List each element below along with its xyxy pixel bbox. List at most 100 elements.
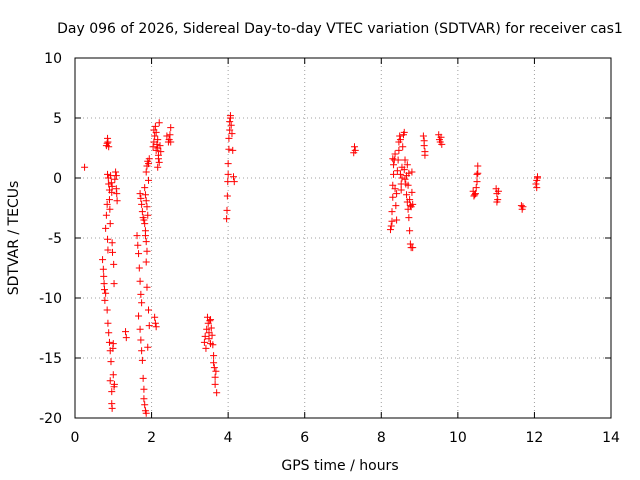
data-point [409, 244, 417, 252]
data-point [144, 343, 152, 351]
data-point [211, 373, 219, 381]
data-point [104, 138, 112, 146]
data-point [230, 173, 238, 181]
data-point [396, 170, 404, 178]
data-point [210, 359, 218, 367]
data-point [152, 323, 160, 331]
x-tick-label: 14 [602, 430, 620, 446]
data-point [400, 128, 408, 136]
data-point [99, 265, 107, 273]
data-point [139, 374, 147, 382]
data-point [105, 329, 113, 337]
data-point [103, 306, 111, 314]
data-point [399, 143, 407, 151]
data-point [142, 258, 150, 266]
data-point [145, 322, 153, 330]
data-point [405, 169, 413, 177]
data-point [389, 193, 397, 201]
data-point [208, 331, 216, 339]
data-point [386, 226, 394, 234]
data-point [471, 190, 479, 198]
data-point [393, 216, 401, 224]
data-point [135, 312, 143, 320]
data-point [145, 306, 153, 314]
x-tick-label: 6 [300, 430, 309, 446]
data-point [396, 132, 404, 140]
data-point [105, 338, 113, 346]
data-point [108, 188, 116, 196]
data-point [143, 283, 151, 291]
data-point [143, 247, 151, 255]
data-point [167, 138, 175, 146]
y-tick-label: 5 [53, 111, 62, 127]
data-point [104, 170, 112, 178]
data-point [229, 146, 237, 154]
data-point [138, 347, 146, 355]
data-point [141, 232, 149, 240]
data-point [200, 338, 208, 346]
data-point [202, 344, 210, 352]
data-point [142, 197, 150, 205]
data-point [205, 335, 213, 343]
data-point [211, 380, 219, 388]
data-point [108, 182, 116, 190]
data-point [473, 178, 481, 186]
data-point [396, 136, 404, 144]
data-point [389, 181, 397, 189]
data-point [108, 404, 116, 412]
data-point [392, 202, 400, 210]
data-point [419, 132, 427, 140]
data-point [136, 325, 144, 333]
data-point [388, 217, 396, 225]
data-point [212, 367, 220, 375]
data-point [107, 179, 115, 187]
data-point [404, 181, 412, 189]
data-point [474, 162, 482, 170]
data-point [226, 126, 234, 134]
data-point [472, 184, 480, 192]
data-point [102, 289, 110, 297]
data-point [138, 208, 146, 216]
data-point [437, 133, 445, 141]
data-point [110, 380, 118, 388]
data-point [100, 272, 108, 280]
data-point [206, 317, 214, 325]
data-point [109, 371, 117, 379]
data-point [350, 143, 358, 151]
data-point [154, 136, 162, 144]
data-point [409, 200, 417, 208]
data-point [138, 200, 146, 208]
data-point [137, 194, 145, 202]
data-point [140, 216, 148, 224]
data-point [224, 178, 232, 186]
data-point [532, 180, 540, 188]
data-point [391, 150, 399, 158]
data-point [133, 232, 141, 240]
data-point [493, 198, 501, 206]
data-point [471, 191, 479, 199]
data-point [394, 156, 402, 164]
data-point [110, 260, 118, 268]
data-point [395, 146, 403, 154]
data-point [210, 352, 218, 360]
data-point [230, 178, 238, 186]
y-tick-label: -10 [39, 291, 62, 307]
data-point [137, 336, 145, 344]
data-point [111, 175, 119, 183]
data-point [105, 143, 113, 151]
data-point [138, 299, 146, 307]
x-tick-label: 12 [526, 430, 544, 446]
data-point [224, 170, 232, 178]
data-point [226, 118, 234, 126]
data-point [106, 205, 114, 213]
data-point [207, 324, 215, 332]
data-point [142, 409, 150, 417]
data-point [141, 191, 149, 199]
data-point [226, 112, 234, 120]
data-point [351, 146, 359, 154]
data-point [223, 192, 231, 200]
data-point [406, 196, 414, 204]
y-tick-labels: -20 -15 -10 -5 0 5 10 [39, 51, 62, 427]
data-point [533, 184, 541, 192]
data-point [167, 124, 175, 132]
